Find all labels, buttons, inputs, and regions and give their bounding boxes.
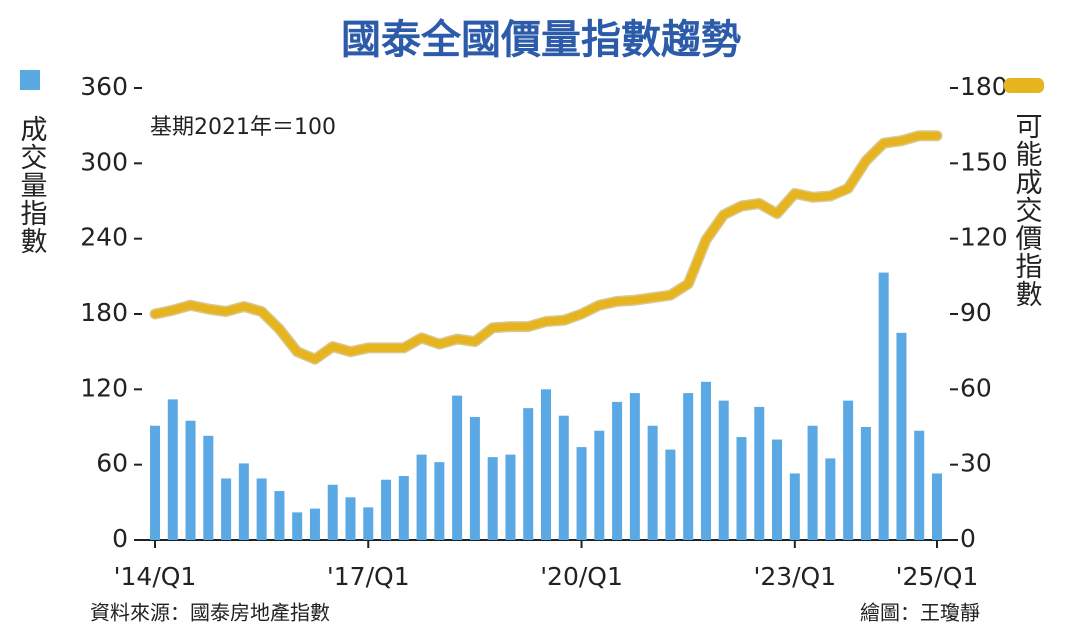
bar [523,408,534,540]
y-tick-label: 120 [80,373,128,402]
line [151,131,941,364]
legend-label: 成交量指數 [16,115,48,255]
bar [807,425,818,540]
bar [398,475,409,540]
y2-tick-label: 30 [960,449,992,478]
bar [487,457,498,540]
legend-label: 可能成交價指數 [1011,112,1043,308]
bar [309,508,320,540]
bar [150,425,160,540]
bar [754,406,765,540]
bar [327,484,338,540]
legend-swatch [1004,78,1044,93]
bar [558,415,569,540]
bar [896,332,907,540]
bar [932,473,942,540]
bar [576,447,587,540]
bar [772,439,783,540]
bar [345,497,356,540]
bar [718,400,729,540]
bar [452,395,463,540]
x-tick-label: '25/Q1 [896,562,979,591]
bar [789,473,800,540]
bar [167,399,178,540]
bar [860,427,871,540]
bar [274,491,285,540]
chart-title: 國泰全國價量指數趨勢 [341,17,741,63]
bar [469,416,480,540]
bar [629,393,640,540]
bar [612,401,623,540]
y2-tick-label: 90 [960,298,992,327]
bar [825,458,836,540]
y2-tick-label: 120 [960,223,1008,252]
bar [700,381,711,540]
y2-tick-label: 180 [960,72,1008,101]
y-tick-label: 240 [80,223,128,252]
bar [238,463,249,540]
y2-tick-label: 60 [960,373,992,402]
bar [878,272,889,540]
bar [914,430,925,540]
bar [256,478,267,540]
y-tick-label: 360 [80,72,128,101]
credit: 繪圖：王瓊靜 [860,601,980,625]
bar [292,512,303,540]
bar [505,454,516,540]
source: 資料來源：國泰房地產指數 [90,601,330,625]
x-tick-label: '14/Q1 [114,562,197,591]
y2-tick-label: 0 [960,524,976,553]
x-tick-label: '17/Q1 [327,562,410,591]
bar [185,420,196,540]
y-tick-label: 180 [80,298,128,327]
bar [203,435,214,540]
bar [221,478,232,540]
bar [416,454,427,540]
y-tick-label: 0 [112,524,128,553]
bar [434,462,445,540]
bar [843,400,854,540]
bar [683,393,694,540]
y-tick-label: 300 [80,147,128,176]
bar [363,507,374,540]
x-tick-label: '20/Q1 [540,562,623,591]
x-tick-label: '23/Q1 [753,562,836,591]
bar [381,479,392,540]
bar [594,430,605,540]
y-tick-label: 60 [96,449,128,478]
bar [736,437,747,540]
bar [541,389,551,540]
legend-swatch [20,70,40,90]
bar [665,449,676,540]
subtitle: 基期2021年＝100 [150,115,336,140]
bar [647,425,658,540]
y2-tick-label: 150 [960,147,1008,176]
